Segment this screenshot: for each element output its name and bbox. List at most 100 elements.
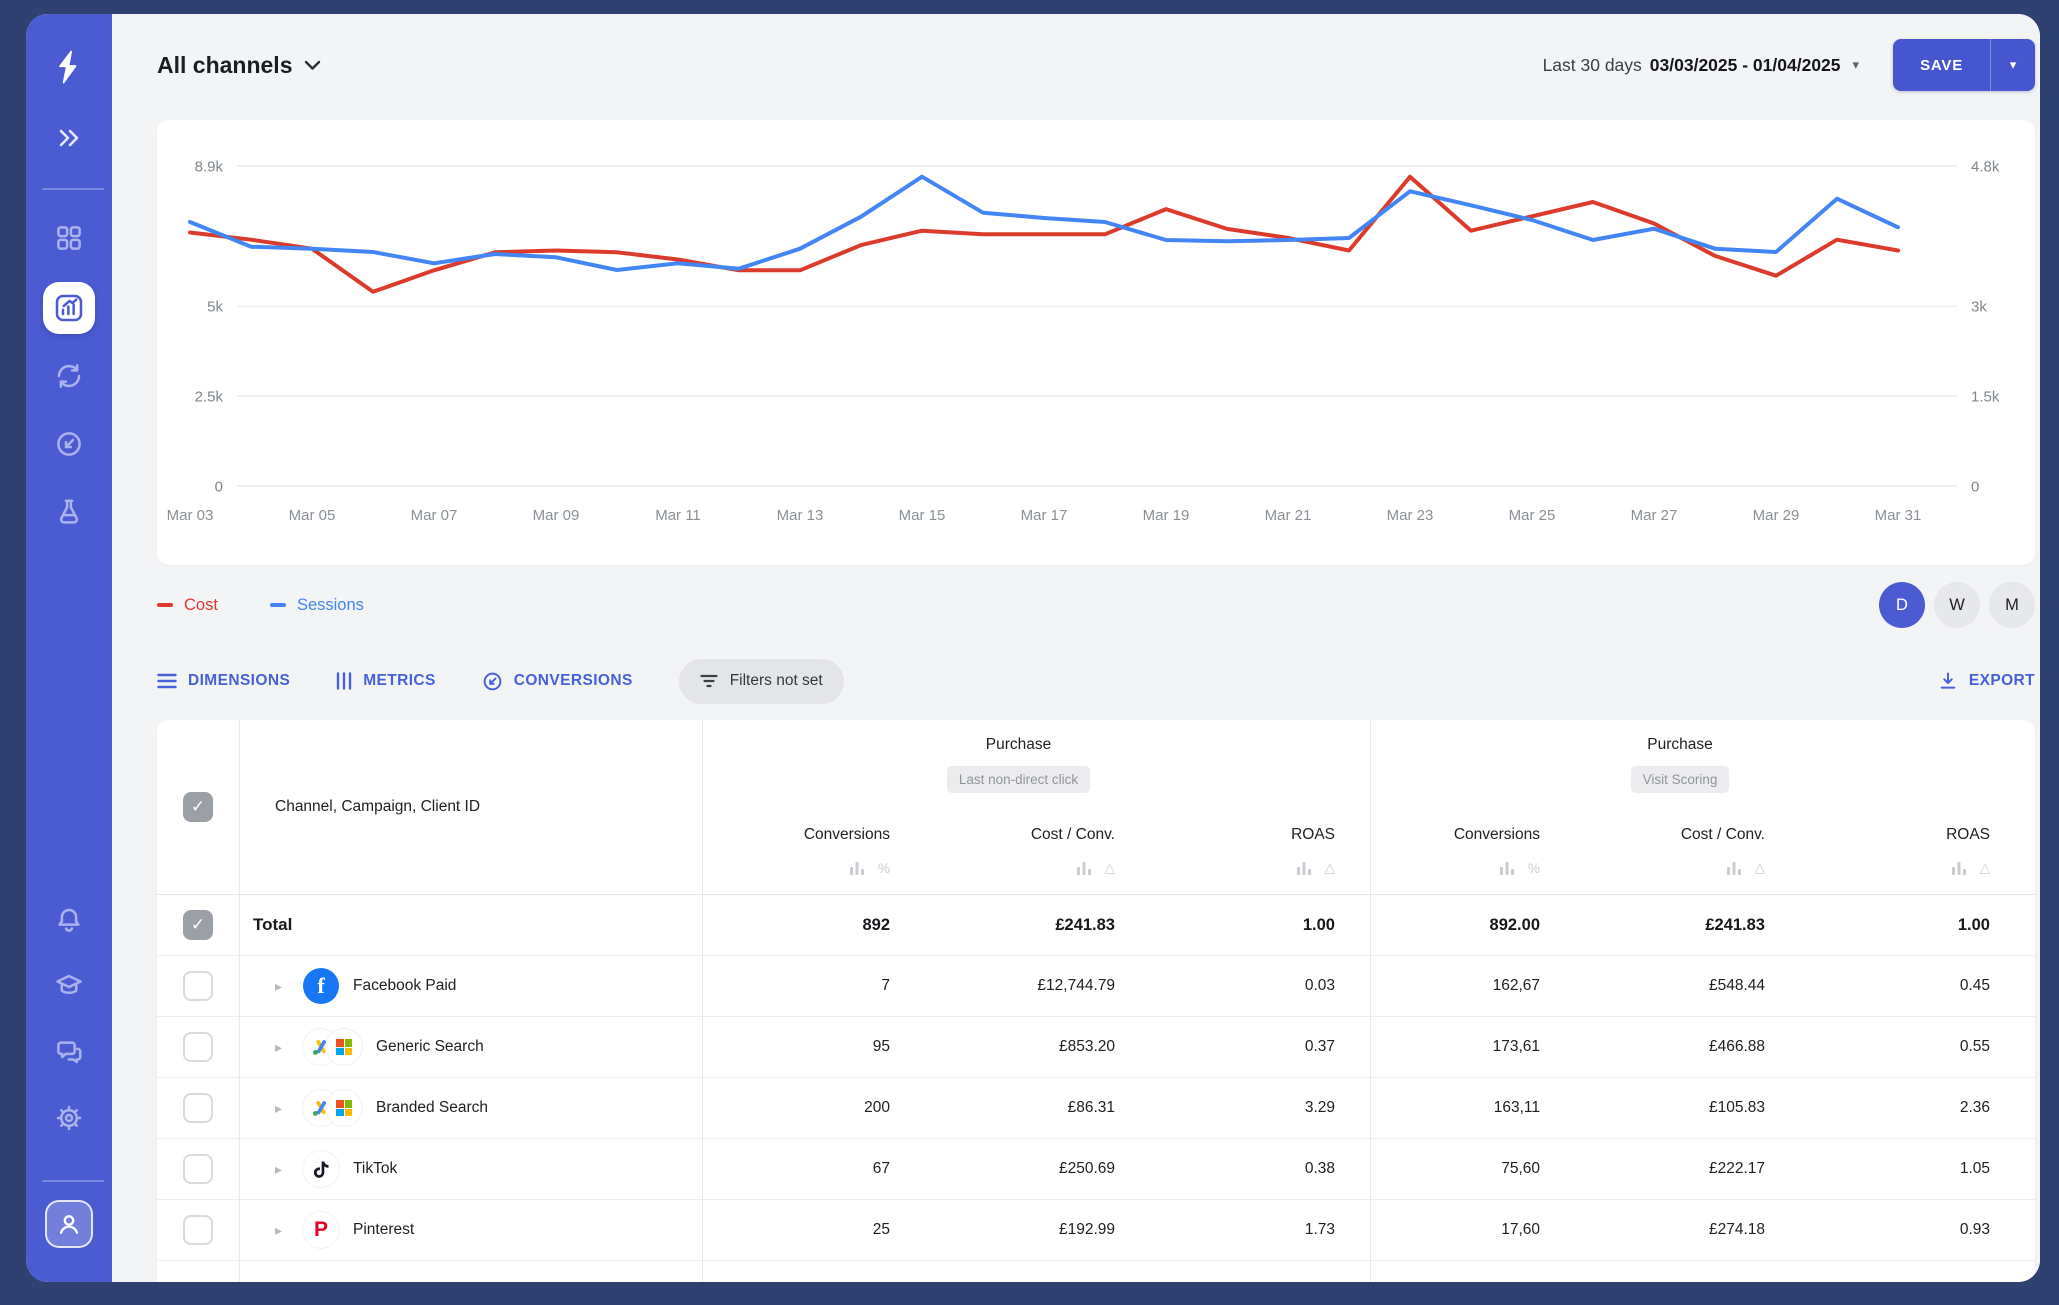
attribution-model-badge[interactable]: Visit Scoring	[1630, 766, 1730, 793]
date-range-value: 03/03/2025 - 01/04/2025	[1649, 54, 1841, 75]
sidebar-item-notifications-icon[interactable]	[53, 904, 85, 936]
channel-name[interactable]: Branded Search	[376, 1099, 489, 1116]
chart-legend: Cost Sessions	[157, 596, 364, 615]
sidebar-item-sync-icon[interactable]	[53, 360, 85, 392]
table-body: ▸ f Facebook Paid 7 £12,744.79 0.03 162,67 £548…	[157, 956, 2035, 1261]
select-all-checkbox[interactable]: ✓	[183, 792, 213, 822]
col-header-roas[interactable]: ROAS	[1291, 826, 1335, 843]
col-header-conversions[interactable]: Conversions	[1453, 826, 1540, 843]
table-row-total: ✓ Total 892 £241.83 1.00 892.00 £241.83 …	[157, 895, 2035, 956]
expand-row-icon[interactable]: ▸	[275, 1038, 283, 1055]
delta-toggle-icon[interactable]: △	[1104, 860, 1115, 875]
sidebar-item-dashboard[interactable]	[53, 222, 85, 254]
tiktok-icon	[303, 1151, 339, 1187]
granularity-day-button[interactable]: D	[1879, 582, 1925, 628]
legend-item-sessions[interactable]: Sessions	[269, 596, 364, 615]
delta-toggle-icon[interactable]: △	[1979, 860, 1990, 875]
channel-icon-group	[303, 1029, 362, 1065]
expand-row-icon[interactable]: ▸	[275, 1160, 283, 1177]
filters-button[interactable]: Filters not set	[678, 658, 844, 704]
analytics-chart-icon	[55, 294, 83, 322]
row-checkbox[interactable]	[183, 1154, 213, 1184]
sidebar-item-chat-icon[interactable]	[53, 1036, 85, 1068]
mini-bar-chart-icon[interactable]	[1076, 861, 1091, 875]
col-header-conversions[interactable]: Conversions	[803, 826, 890, 843]
percent-toggle-icon[interactable]: %	[1527, 860, 1540, 876]
left-axis-tick: 2.5k	[195, 389, 224, 406]
group-title: Purchase	[985, 736, 1052, 753]
sidebar-item-import-icon[interactable]	[53, 428, 85, 460]
cell-conversions: 67	[872, 1160, 890, 1177]
cell-cost-conv-2: £548.44	[1708, 977, 1765, 994]
dimension-column-header[interactable]: Channel, Campaign, Client ID	[275, 798, 481, 815]
expand-row-icon[interactable]: ▸	[275, 1221, 283, 1238]
export-button[interactable]: EXPORT	[1938, 671, 2035, 691]
row-checkbox[interactable]	[183, 971, 213, 1001]
save-split-button: SAVE ▾	[1893, 39, 2035, 91]
attribution-model-badge[interactable]: Last non-direct click	[946, 766, 1091, 793]
save-dropdown-button[interactable]: ▾	[2009, 57, 2017, 72]
row-checkbox[interactable]	[183, 1032, 213, 1062]
x-axis-tick: Mar 29	[1753, 507, 1800, 524]
conversions-icon	[483, 672, 502, 690]
table-toolbar: DIMENSIONS METRICS CONVERSIONS Filters n…	[157, 652, 2035, 710]
row-checkbox[interactable]	[183, 1093, 213, 1123]
mini-bar-chart-icon[interactable]	[1726, 861, 1741, 875]
channel-name[interactable]: TikTok	[353, 1160, 398, 1177]
mini-bar-chart-icon[interactable]	[849, 861, 864, 875]
expand-row-icon[interactable]: ▸	[275, 977, 283, 994]
channel-name[interactable]: Generic Search	[376, 1038, 484, 1055]
x-axis-tick: Mar 23	[1387, 507, 1434, 524]
cell-cost-conv: £86.31	[1067, 1099, 1115, 1116]
sidebar-item-analytics-active[interactable]	[43, 282, 95, 334]
col-header-cost-conv[interactable]: Cost / Conv.	[1030, 826, 1115, 843]
table-row: ▸ Branded Search 200 £86.31 3.29 163,11 £105.8…	[157, 1078, 2035, 1139]
channel-name[interactable]: Pinterest	[353, 1221, 415, 1238]
x-axis-tick: Mar 15	[899, 507, 946, 524]
channel-icon-group	[303, 1090, 362, 1126]
delta-toggle-icon[interactable]: △	[1324, 860, 1335, 875]
cell-roas-2: 0.45	[1959, 977, 1990, 994]
save-button[interactable]: SAVE	[1920, 56, 1963, 74]
cell-cost-conv-2: £105.83	[1708, 1099, 1765, 1116]
col-header-cost-conv[interactable]: Cost / Conv.	[1680, 826, 1765, 843]
granularity-month-button[interactable]: M	[1989, 582, 2035, 628]
chart-card: 8.9k 4.8k 5k 3k 2.5k 1.5k 0 0 Mar 03 Mar 05 Mar 07…	[157, 120, 2035, 565]
sidebar-item-experiments-icon[interactable]	[53, 496, 85, 528]
x-axis-tick: Mar 19	[1143, 507, 1190, 524]
conversions-button[interactable]: CONVERSIONS	[482, 671, 633, 692]
column-divider	[702, 720, 703, 1282]
mini-bar-chart-icon[interactable]	[1296, 861, 1311, 875]
row-checkbox[interactable]	[183, 1215, 213, 1245]
sidebar-item-education-icon[interactable]	[53, 970, 85, 1002]
cell-roas-2: 1.05	[1959, 1160, 1990, 1177]
percent-toggle-icon[interactable]: %	[877, 860, 890, 876]
column-divider	[239, 720, 240, 1282]
legend-item-cost[interactable]: Cost	[157, 596, 218, 615]
mini-bar-chart-icon[interactable]	[1499, 861, 1514, 875]
granularity-week-button[interactable]: W	[1934, 582, 1980, 628]
mini-bar-chart-icon[interactable]	[1951, 861, 1966, 875]
channel-name[interactable]: Facebook Paid	[353, 977, 457, 994]
expand-row-icon[interactable]: ▸	[275, 1099, 283, 1116]
total-row-checkbox[interactable]: ✓	[183, 910, 213, 940]
column-group-last-non-direct: Purchase Last non-direct click Conversio…	[702, 720, 1370, 894]
avatar[interactable]	[45, 1200, 93, 1248]
total-roas-2: 1.00	[1957, 915, 1990, 934]
delta-toggle-icon[interactable]: △	[1754, 860, 1765, 875]
dimensions-button[interactable]: DIMENSIONS	[157, 672, 290, 690]
metrics-button[interactable]: METRICS	[336, 672, 436, 690]
date-range-picker[interactable]: Last 30 days 03/03/2025 - 01/04/2025 ▾	[1543, 55, 1860, 76]
channel-selector[interactable]: All channels	[157, 52, 321, 79]
sidebar-divider	[42, 188, 104, 190]
cell-roas: 1.73	[1304, 1221, 1335, 1238]
data-table: ✓ Channel, Campaign, Client ID Purchase …	[157, 720, 2035, 1282]
cell-roas: 0.03	[1304, 977, 1335, 994]
app-logo-icon[interactable]	[53, 50, 85, 84]
sidebar-expand-icon[interactable]	[53, 122, 85, 154]
table-header: ✓ Channel, Campaign, Client ID Purchase …	[157, 720, 2035, 895]
col-header-roas[interactable]: ROAS	[1946, 826, 1990, 843]
sidebar-item-settings-icon[interactable]	[53, 1102, 85, 1134]
sidebar	[26, 14, 112, 1282]
